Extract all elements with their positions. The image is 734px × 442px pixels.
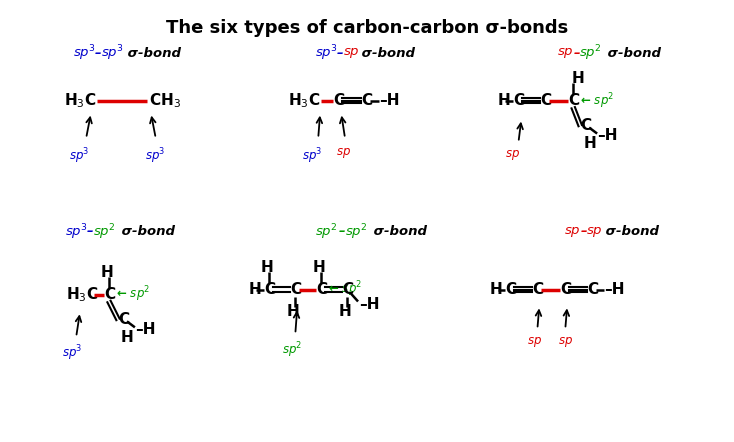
Text: $\it{sp}$$^2$: $\it{sp}$$^2$ [93,222,115,242]
Text: C: C [118,312,129,327]
Text: C: C [506,282,517,297]
Text: C: C [361,93,372,108]
Text: $\it{sp}$$^3$: $\it{sp}$$^3$ [101,43,123,63]
Text: $\it{sp}$$^3$: $\it{sp}$$^3$ [315,43,338,63]
Text: C: C [342,282,353,297]
Text: C: C [264,282,275,297]
Text: H: H [571,72,584,86]
Text: ← $\it{sp}$$^2$: ← $\it{sp}$$^2$ [328,280,362,299]
Text: –H: –H [604,282,625,297]
Text: C: C [514,93,525,108]
Text: –H: –H [379,93,399,108]
Text: –H: –H [135,322,156,337]
Text: C: C [104,287,115,302]
Text: H: H [584,136,596,151]
Text: C: C [532,282,543,297]
Text: C: C [560,282,571,297]
Text: –: – [87,225,94,238]
Text: $\it{sp}$: $\it{sp}$ [559,335,573,349]
Text: –: – [339,225,346,238]
Text: $\it{sp}$$^2$: $\it{sp}$$^2$ [345,222,368,242]
Text: $\it{sp}$: $\it{sp}$ [557,46,574,60]
Text: H: H [490,282,502,297]
Text: $\it{sp}$: $\it{sp}$ [343,46,360,60]
Text: H$_3$C: H$_3$C [66,285,98,304]
Text: H: H [498,93,510,108]
Text: H: H [313,260,326,275]
Text: $\it{sp}$: $\it{sp}$ [528,335,542,349]
Text: $\it{sp}$$^3$: $\it{sp}$$^3$ [145,146,165,166]
Text: $\it{sp}$$^2$: $\it{sp}$$^2$ [579,43,602,63]
Text: C: C [316,282,327,297]
Text: The six types of carbon-carbon σ-bonds: The six types of carbon-carbon σ-bonds [166,19,568,37]
Text: C: C [290,282,302,297]
Text: σ-bond: σ-bond [603,46,661,60]
Text: H: H [121,330,134,345]
Text: $\it{sp}$: $\it{sp}$ [506,149,520,163]
Text: $\it{sp}$: $\it{sp}$ [586,225,603,239]
Text: $\it{sp}$$^3$: $\it{sp}$$^3$ [65,222,87,242]
Text: H$_3$C: H$_3$C [288,91,320,110]
Text: C: C [540,93,551,108]
Text: ← $\it{sp}$$^2$: ← $\it{sp}$$^2$ [116,285,150,305]
Text: $\it{sp}$$^2$: $\it{sp}$$^2$ [315,222,338,242]
Text: C: C [568,93,579,108]
Text: H: H [248,282,261,297]
Text: ← $\it{sp}$$^2$: ← $\it{sp}$$^2$ [580,91,614,110]
Text: –: – [337,46,344,60]
Text: σ-bond: σ-bond [357,46,415,60]
Text: –H: –H [359,297,379,312]
Text: H: H [261,260,274,275]
Text: C: C [580,118,592,133]
Text: –: – [580,225,586,238]
Text: –H: –H [597,128,617,143]
Text: –: – [573,46,580,60]
Text: C: C [333,93,344,108]
Text: H: H [101,265,113,280]
Text: σ-bond: σ-bond [117,225,175,238]
Text: $\it{sp}$$^2$: $\it{sp}$$^2$ [283,340,302,360]
Text: σ-bond: σ-bond [369,225,427,238]
Text: –: – [95,46,101,60]
Text: H$_3$C: H$_3$C [64,91,96,110]
Text: $\it{sp}$: $\it{sp}$ [336,146,351,160]
Text: σ-bond: σ-bond [601,225,659,238]
Text: $\it{sp}$$^3$: $\it{sp}$$^3$ [69,146,90,166]
Text: $\it{sp}$: $\it{sp}$ [564,225,581,239]
Text: $\it{sp}$$^3$: $\it{sp}$$^3$ [302,146,322,166]
Text: C: C [587,282,598,297]
Text: $\it{sp}$$^3$: $\it{sp}$$^3$ [62,343,82,363]
Text: $\it{sp}$$^3$: $\it{sp}$$^3$ [73,43,95,63]
Text: CH$_3$: CH$_3$ [149,91,181,110]
Text: H: H [338,304,352,319]
Text: σ-bond: σ-bond [123,46,181,60]
Text: H: H [287,304,299,319]
